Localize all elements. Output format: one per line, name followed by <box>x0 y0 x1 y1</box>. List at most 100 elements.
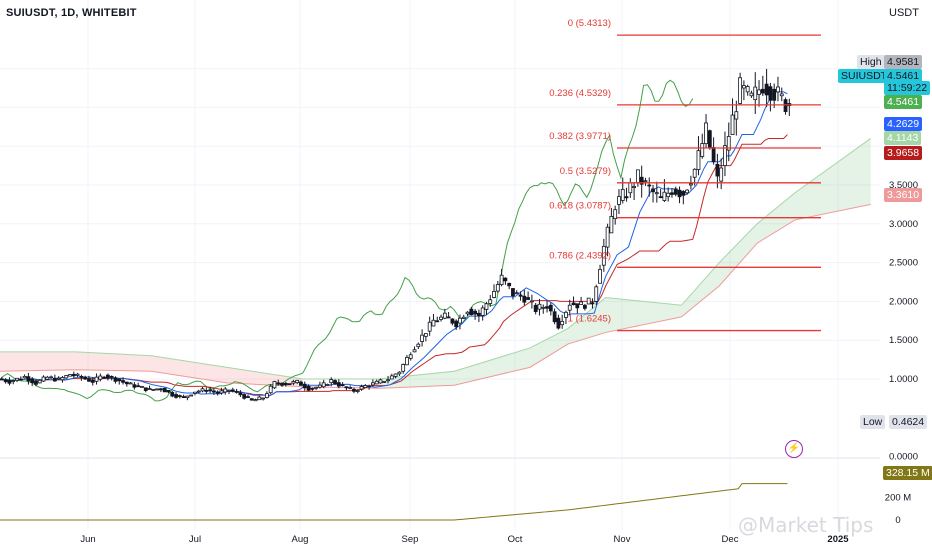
candle-body <box>779 93 784 97</box>
fib-level-label: 0.5 (3.5279) <box>560 166 611 177</box>
candle-body <box>363 385 368 388</box>
candle-body <box>465 311 470 315</box>
candle-body <box>499 274 504 285</box>
candle-body <box>760 88 765 94</box>
price-axis-label: 3.0000 <box>889 219 918 230</box>
currency-label[interactable]: USDT <box>889 7 919 19</box>
candle-body <box>681 191 686 196</box>
candle-body <box>393 373 398 377</box>
candle-body <box>511 288 515 297</box>
candle-body <box>15 377 19 381</box>
candle-body <box>601 245 606 266</box>
time-axis-label: Jun <box>80 534 95 545</box>
candle-body <box>461 316 466 319</box>
candle-body <box>741 85 746 89</box>
candle-body <box>132 384 137 388</box>
candle-body <box>571 302 576 306</box>
candle-body <box>280 382 284 386</box>
candle-body <box>405 357 409 366</box>
candle-body <box>291 381 296 384</box>
candle-body <box>37 379 42 384</box>
candle-body <box>454 320 459 328</box>
candle-body <box>295 379 300 384</box>
candle-body <box>0 378 4 381</box>
candle-body <box>87 378 91 382</box>
candle-body <box>416 343 421 348</box>
candle-body <box>329 379 334 384</box>
candle-body <box>624 196 629 199</box>
candle-body <box>488 299 493 304</box>
candle-body <box>325 384 330 386</box>
candle-body <box>442 312 447 319</box>
candle-body <box>651 188 655 193</box>
candle-body <box>219 390 224 394</box>
candle-body <box>261 397 266 400</box>
candle-body <box>151 388 156 391</box>
candle-body <box>495 284 500 292</box>
candle-body <box>590 302 595 305</box>
candle-body <box>370 382 375 386</box>
time-axis-label: 2025 <box>827 534 849 545</box>
candle-body <box>75 373 80 376</box>
candle-body <box>696 150 701 170</box>
fib-level-label: 0.382 (3.9771) <box>549 131 611 142</box>
candle-body <box>522 295 527 303</box>
candle-body <box>503 277 508 282</box>
low-value: 0.4624 <box>889 415 928 429</box>
candle-body <box>359 386 364 390</box>
candle-body <box>234 391 239 393</box>
candle-body <box>181 396 186 398</box>
candle-body <box>560 320 565 326</box>
candle-body <box>147 388 152 390</box>
candle-body <box>268 385 273 394</box>
candle-body <box>257 396 262 401</box>
candle-body <box>317 384 322 388</box>
lagging-span <box>0 79 694 402</box>
last-symbol-tag: SUIUSDT <box>838 69 891 83</box>
candle-body <box>333 380 337 385</box>
candle-body <box>677 189 682 198</box>
candle-body <box>469 308 474 316</box>
candle-body <box>635 169 640 183</box>
candle-body <box>719 167 724 182</box>
candle-body <box>594 286 599 302</box>
lightning-icon[interactable]: ⚡ <box>785 440 803 458</box>
fib-level-label: 0.618 (3.0787) <box>549 201 611 212</box>
fib-level-label: 0.786 (2.4392) <box>549 250 611 261</box>
fib-level-label: 0 (5.4313) <box>568 18 611 29</box>
candle-body <box>3 379 8 383</box>
candle-body <box>526 297 531 300</box>
candle-body <box>41 376 46 382</box>
candle-body <box>310 387 315 390</box>
candle-body <box>18 378 23 381</box>
senkou-span-a <box>0 138 872 380</box>
candle-body <box>670 192 674 195</box>
candle-body <box>367 385 372 388</box>
candle-body <box>704 122 708 145</box>
low-tag: Low <box>860 415 886 429</box>
symbol-title[interactable]: SUIUSDT, 1D, WHITEBIT <box>6 7 137 19</box>
candle-body <box>389 375 394 380</box>
candle-body <box>276 382 281 385</box>
candle-body <box>208 389 213 392</box>
candle-body <box>764 83 769 96</box>
candle-body <box>355 390 360 392</box>
candle-body <box>34 380 38 385</box>
candle-body <box>94 376 99 382</box>
candle-body <box>484 303 489 310</box>
candle-body <box>757 89 761 95</box>
candle-body <box>253 399 258 402</box>
candle-body <box>124 381 129 385</box>
level-value: 3.3610 <box>884 188 923 202</box>
watermark: @Market Tips <box>738 513 874 537</box>
candle-body <box>446 316 451 319</box>
candle-body <box>117 378 122 382</box>
candle-body <box>548 304 553 312</box>
candle-body <box>283 382 288 386</box>
candle-body <box>348 387 353 389</box>
candle-body <box>753 86 758 101</box>
cloud-bearish <box>0 351 303 387</box>
candle-body <box>302 383 307 389</box>
candle-body <box>64 375 69 379</box>
